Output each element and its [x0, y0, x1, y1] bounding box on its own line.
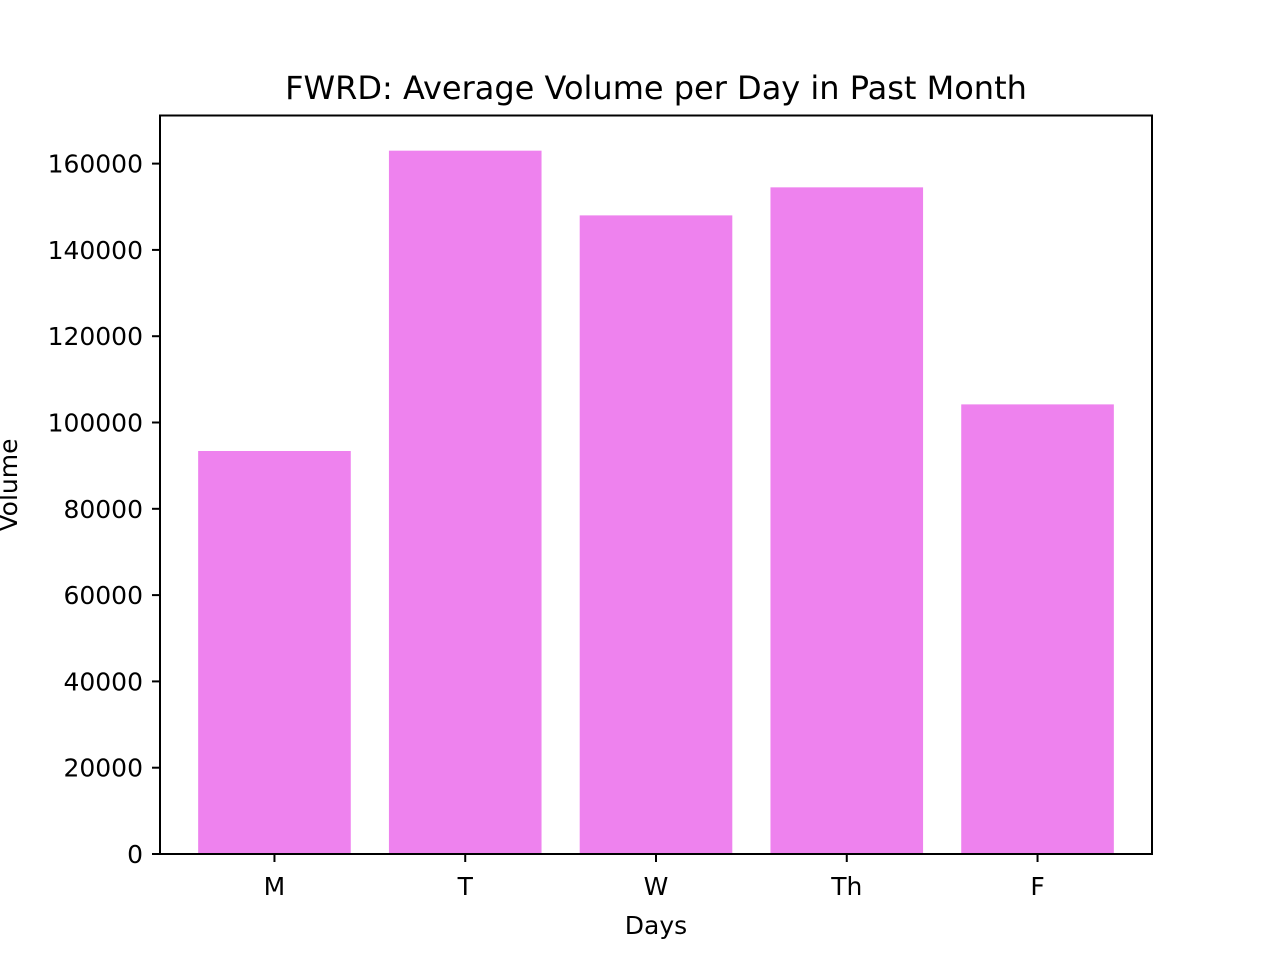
- x-tick-label: M: [264, 872, 286, 901]
- y-tick-label: 100000: [48, 409, 143, 438]
- y-tick-label: 160000: [48, 150, 143, 179]
- bar-m: [198, 450, 351, 854]
- y-tick-label: 80000: [63, 495, 143, 524]
- chart-title: FWRD: Average Volume per Day in Past Mon…: [285, 69, 1027, 107]
- bar-f: [961, 404, 1114, 854]
- y-tick-label: 20000: [63, 754, 143, 783]
- y-tick-label: 40000: [63, 667, 143, 696]
- y-axis-label: Volume: [0, 439, 23, 532]
- y-axis-ticks: 0 20000 40000 60000 80000 100000 120000 140000 1…: [48, 150, 160, 869]
- bar-t: [388, 150, 542, 854]
- y-tick-label: 0: [127, 840, 143, 869]
- bar-w: [579, 215, 733, 854]
- x-tick-label: T: [457, 872, 474, 901]
- y-tick-label: 140000: [48, 236, 143, 265]
- x-axis-ticks: M T W Th F: [264, 854, 1045, 901]
- x-tick-label: Th: [830, 872, 862, 901]
- x-tick-label: W: [644, 872, 669, 901]
- bar-th: [770, 187, 924, 854]
- x-axis-label: Days: [625, 911, 687, 940]
- plot-frame: [159, 114, 1153, 855]
- x-tick-label: F: [1030, 872, 1044, 901]
- y-tick-label: 120000: [48, 322, 143, 351]
- bars-group: [198, 150, 1114, 854]
- y-tick-label: 60000: [63, 581, 143, 610]
